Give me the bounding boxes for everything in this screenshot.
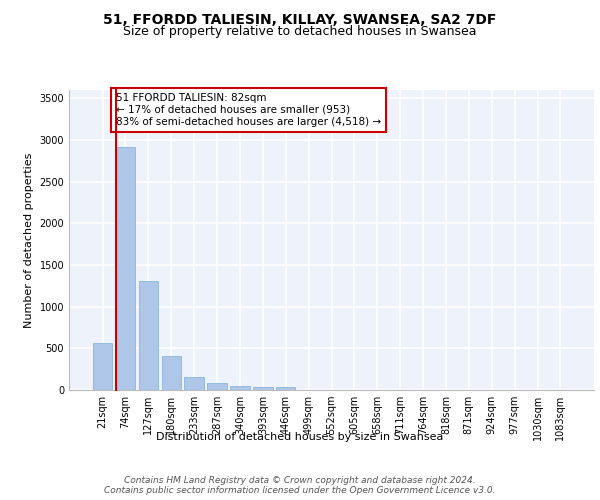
Text: 51, FFORDD TALIESIN, KILLAY, SWANSEA, SA2 7DF: 51, FFORDD TALIESIN, KILLAY, SWANSEA, SA…: [103, 12, 497, 26]
Bar: [93, 342, 112, 390]
Text: Size of property relative to detached houses in Swansea: Size of property relative to detached ho…: [123, 25, 477, 38]
Bar: [208, 384, 227, 390]
Text: 51 FFORDD TALIESIN: 82sqm
← 17% of detached houses are smaller (953)
83% of semi: 51 FFORDD TALIESIN: 82sqm ← 17% of detac…: [116, 94, 381, 126]
Text: Contains HM Land Registry data © Crown copyright and database right 2024.
Contai: Contains HM Land Registry data © Crown c…: [104, 476, 496, 495]
Bar: [184, 377, 204, 390]
Text: Distribution of detached houses by size in Swansea: Distribution of detached houses by size …: [157, 432, 443, 442]
Bar: [139, 281, 158, 390]
Bar: [230, 386, 250, 390]
Bar: [116, 146, 135, 390]
Bar: [276, 386, 295, 390]
Bar: [253, 386, 272, 390]
Y-axis label: Number of detached properties: Number of detached properties: [24, 152, 34, 328]
Bar: [161, 356, 181, 390]
